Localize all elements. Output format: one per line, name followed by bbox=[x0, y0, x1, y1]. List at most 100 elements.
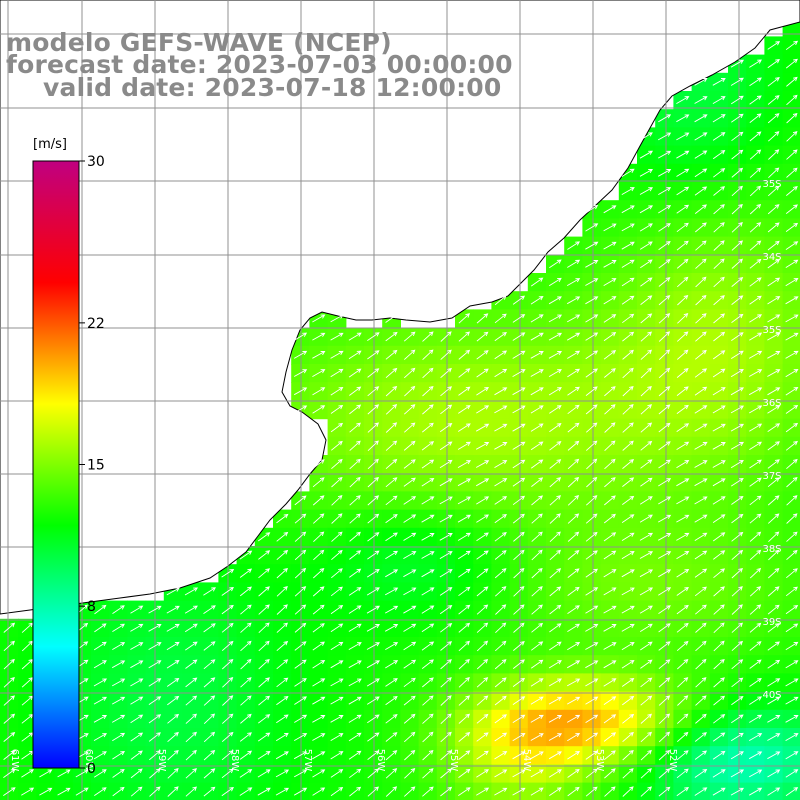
longitude-label: 60W bbox=[83, 749, 94, 772]
wind-arrow bbox=[548, 751, 562, 760]
wind-arrow bbox=[658, 587, 672, 596]
wind-arrow bbox=[439, 587, 453, 596]
wind-arrow bbox=[694, 460, 708, 468]
wind-arrow bbox=[294, 495, 307, 506]
wind-arrow bbox=[185, 749, 197, 761]
wind-arrow bbox=[349, 568, 362, 578]
wind-arrow bbox=[566, 714, 581, 723]
wind-arrow bbox=[712, 423, 726, 432]
wind-arrow bbox=[640, 731, 652, 743]
wind-arrow bbox=[749, 185, 762, 197]
wind-arrow bbox=[657, 551, 672, 559]
wind-arrow bbox=[349, 476, 361, 488]
wind-arrow bbox=[476, 622, 489, 633]
wind-arrow bbox=[566, 332, 581, 341]
wind-arrow bbox=[640, 477, 653, 487]
wind-arrow bbox=[785, 296, 799, 305]
wind-arrow bbox=[203, 587, 216, 596]
wind-arrow bbox=[276, 659, 289, 670]
wind-arrow bbox=[767, 787, 781, 796]
wind-arrow bbox=[786, 94, 798, 106]
wind-arrow bbox=[585, 513, 598, 524]
wind-arrow bbox=[348, 332, 362, 341]
wind-arrow bbox=[494, 695, 507, 706]
wind-arrow bbox=[94, 787, 107, 796]
wind-arrow bbox=[258, 568, 271, 579]
wind-arrow bbox=[130, 768, 143, 779]
wind-arrow bbox=[240, 622, 252, 633]
wind-arrow bbox=[585, 260, 599, 268]
wind-arrow bbox=[385, 642, 399, 650]
wind-arrow bbox=[130, 786, 143, 797]
wind-arrow bbox=[622, 404, 634, 415]
wind-arrow bbox=[148, 696, 162, 705]
latitude-label: 38S bbox=[762, 544, 781, 555]
wind-arrow bbox=[748, 787, 763, 796]
wind-arrow bbox=[713, 550, 726, 560]
wind-arrow bbox=[349, 440, 361, 451]
wind-arrow bbox=[622, 786, 634, 797]
wind-arrow bbox=[385, 477, 398, 488]
wind-arrow bbox=[512, 405, 526, 414]
wind-arrow bbox=[494, 532, 507, 542]
wind-arrow bbox=[731, 513, 744, 524]
wind-arrow bbox=[440, 750, 452, 761]
wind-arrow bbox=[439, 496, 453, 505]
wind-arrow bbox=[767, 405, 781, 414]
wind-arrow bbox=[294, 586, 307, 597]
wind-arrow bbox=[385, 458, 398, 470]
wind-arrow bbox=[603, 314, 617, 323]
wind-arrow bbox=[567, 786, 580, 797]
wind-arrow bbox=[531, 622, 544, 633]
wind-arrow bbox=[203, 677, 216, 688]
wind-arrow bbox=[640, 659, 653, 669]
wind-arrow bbox=[658, 569, 672, 578]
wind-arrow bbox=[530, 678, 544, 687]
wind-arrow bbox=[404, 768, 416, 779]
wind-arrow bbox=[603, 569, 617, 578]
wind-arrow bbox=[567, 531, 580, 542]
wind-arrow bbox=[676, 276, 689, 288]
wind-arrow bbox=[494, 677, 507, 688]
wind-arrow bbox=[440, 768, 453, 779]
wind-arrow bbox=[240, 695, 252, 706]
wind-arrow bbox=[695, 640, 707, 652]
wind-arrow bbox=[403, 551, 417, 559]
wind-arrow bbox=[167, 713, 180, 724]
wind-arrow bbox=[658, 659, 671, 670]
wind-arrow bbox=[621, 532, 635, 541]
wind-arrow bbox=[39, 787, 53, 796]
wind-arrow bbox=[275, 732, 289, 742]
wind-arrow bbox=[622, 349, 634, 360]
wind-arrow bbox=[712, 514, 726, 523]
wind-arrow bbox=[330, 422, 344, 433]
wind-arrow bbox=[348, 605, 362, 614]
wind-arrow bbox=[530, 787, 544, 796]
wind-arrow bbox=[731, 185, 743, 197]
wind-arrow bbox=[239, 732, 252, 742]
wind-arrow bbox=[767, 586, 780, 597]
wind-arrow bbox=[294, 332, 308, 341]
wind-arrow bbox=[730, 77, 744, 86]
wind-arrow bbox=[258, 677, 270, 688]
wind-arrow bbox=[494, 460, 508, 468]
wind-arrow bbox=[786, 476, 798, 488]
wind-arrow bbox=[712, 442, 726, 450]
wind-arrow bbox=[222, 677, 234, 688]
wind-arrow bbox=[622, 495, 635, 505]
wind-arrow bbox=[476, 658, 489, 670]
wind-arrow bbox=[276, 677, 289, 688]
wind-arrow bbox=[585, 314, 599, 323]
wind-arrow bbox=[621, 569, 635, 578]
wind-arrow bbox=[385, 367, 398, 379]
wind-arrow bbox=[566, 278, 581, 286]
wind-arrow bbox=[531, 567, 543, 579]
wind-arrow bbox=[767, 751, 781, 760]
wind-arrow bbox=[695, 604, 707, 615]
wind-arrow bbox=[476, 386, 489, 396]
wind-arrow bbox=[494, 787, 508, 796]
field-cell bbox=[782, 782, 800, 800]
wind-arrow bbox=[276, 531, 289, 542]
wind-arrow bbox=[621, 259, 635, 268]
